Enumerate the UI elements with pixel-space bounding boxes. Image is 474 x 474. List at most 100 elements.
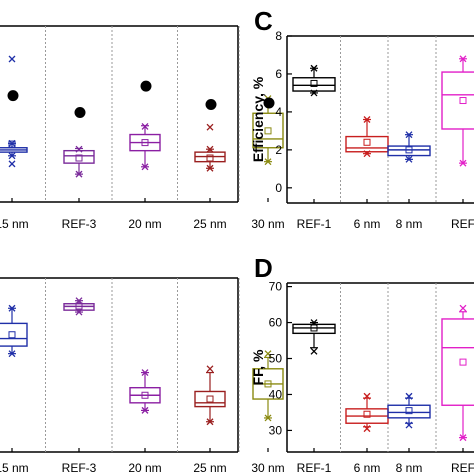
box-plot-1 <box>63 297 95 316</box>
box-body <box>345 135 389 153</box>
x-tick-label: 15 nm <box>0 461 29 474</box>
box-body <box>194 390 226 408</box>
min-marker <box>206 164 214 172</box>
box-plot-2 <box>129 369 161 414</box>
y-tick-label: 30 <box>269 423 283 437</box>
max-marker <box>405 131 413 139</box>
max-marker <box>405 392 413 400</box>
box-mean <box>141 139 149 147</box>
x-tick-label: 30 nm <box>251 217 284 231</box>
box-mean <box>206 395 214 403</box>
y-tick-label: 70 <box>269 280 283 294</box>
max-marker <box>141 123 149 130</box>
outlier-marker <box>206 123 214 131</box>
y-tick-label: 50 <box>269 352 283 366</box>
box-plot-3 <box>441 55 474 167</box>
max-marker <box>264 350 272 358</box>
box-plot-3 <box>441 304 474 442</box>
box-plot-2 <box>129 80 161 171</box>
x-tick-label: 30 nm <box>251 461 284 474</box>
x-tick-label: 20 nm <box>128 217 161 231</box>
x-tick-label: REF-1 <box>297 217 332 231</box>
x-tick-label: 8 nm <box>396 461 423 474</box>
max-marker <box>8 304 16 312</box>
min-marker <box>8 152 16 160</box>
box-plot-2 <box>387 392 431 429</box>
panel-d: 30 40 50 60 70 REF-1 6 nm 8 nm REF FF, % D <box>250 253 474 474</box>
y-tick-label: 4 <box>275 105 282 119</box>
x-tick-label: REF <box>451 461 474 474</box>
box-mean <box>459 358 467 366</box>
box-mean <box>8 140 16 148</box>
max-marker <box>141 369 149 377</box>
dot-marker <box>140 80 152 92</box>
max-marker <box>363 392 371 400</box>
box-body <box>0 322 28 347</box>
box-plot-0 <box>292 319 336 355</box>
box-body <box>252 112 284 149</box>
x-tick-label: 20 nm <box>128 461 161 474</box>
max-marker <box>459 55 467 63</box>
max-marker <box>363 116 371 123</box>
max-marker <box>75 145 83 153</box>
dot-marker <box>263 97 275 109</box>
box-plot-3 <box>194 365 226 426</box>
min-marker <box>264 158 272 166</box>
box-plot-3 <box>194 98 226 172</box>
max-marker <box>8 139 16 147</box>
box-plot-1 <box>345 392 389 433</box>
y-tick-label: 8 <box>275 29 282 43</box>
y-tick-label: 6 <box>275 67 282 81</box>
box-plot-0 <box>0 304 28 358</box>
box-plot-0 <box>292 64 336 97</box>
box-mean <box>206 154 214 162</box>
box-mean <box>141 391 149 399</box>
outlier-marker <box>8 55 16 63</box>
panel-c: 0 2 4 6 8 REF-1 6 nm 8 nm REF Efficiency, % C <box>250 6 474 231</box>
min-marker <box>141 406 149 414</box>
x-tick-label: 6 nm <box>354 461 381 474</box>
box-plot-2 <box>387 131 431 163</box>
box-mean <box>8 331 16 339</box>
box-plot-1 <box>63 107 95 178</box>
box-plot-4 <box>252 350 284 422</box>
min-marker <box>8 350 16 358</box>
x-tick-label: REF-1 <box>297 461 332 474</box>
box-mean <box>310 324 318 332</box>
box-mean <box>405 407 413 415</box>
box-mean <box>405 146 413 154</box>
max-marker <box>310 319 318 327</box>
box-body <box>63 149 95 164</box>
max-marker <box>459 304 467 312</box>
x-tick-label: REF <box>451 217 474 231</box>
min-marker <box>405 421 413 429</box>
box-plot-0 <box>0 55 28 168</box>
min-marker <box>459 434 467 442</box>
min-marker <box>141 163 149 171</box>
max-marker <box>310 64 318 72</box>
min-marker <box>310 89 318 97</box>
box-mean <box>363 138 371 146</box>
panel-letter: D <box>254 253 273 283</box>
min-marker <box>363 150 371 158</box>
min-marker <box>75 170 83 178</box>
x-tick-label: 25 nm <box>193 217 226 231</box>
box-body <box>387 404 431 419</box>
panel-letter: C <box>254 6 273 36</box>
x-tick-label: 8 nm <box>396 217 423 231</box>
box-body <box>292 323 336 335</box>
outlier-marker <box>8 160 16 168</box>
box-mean <box>75 154 83 162</box>
box-mean <box>264 380 272 388</box>
box-mean <box>264 127 272 135</box>
min-marker <box>363 425 371 433</box>
x-tick-label: 25 nm <box>193 461 226 474</box>
y-tick-label: 40 <box>269 387 283 401</box>
panel-bottom-left: 15 nm REF-3 20 nm 25 nm 30 nm <box>0 277 285 474</box>
box-mean <box>459 97 467 105</box>
dot-marker <box>205 98 217 110</box>
y-tick-label: 0 <box>275 181 282 195</box>
y-axis-label: Efficiency, % <box>250 76 266 162</box>
min-marker <box>206 418 214 426</box>
